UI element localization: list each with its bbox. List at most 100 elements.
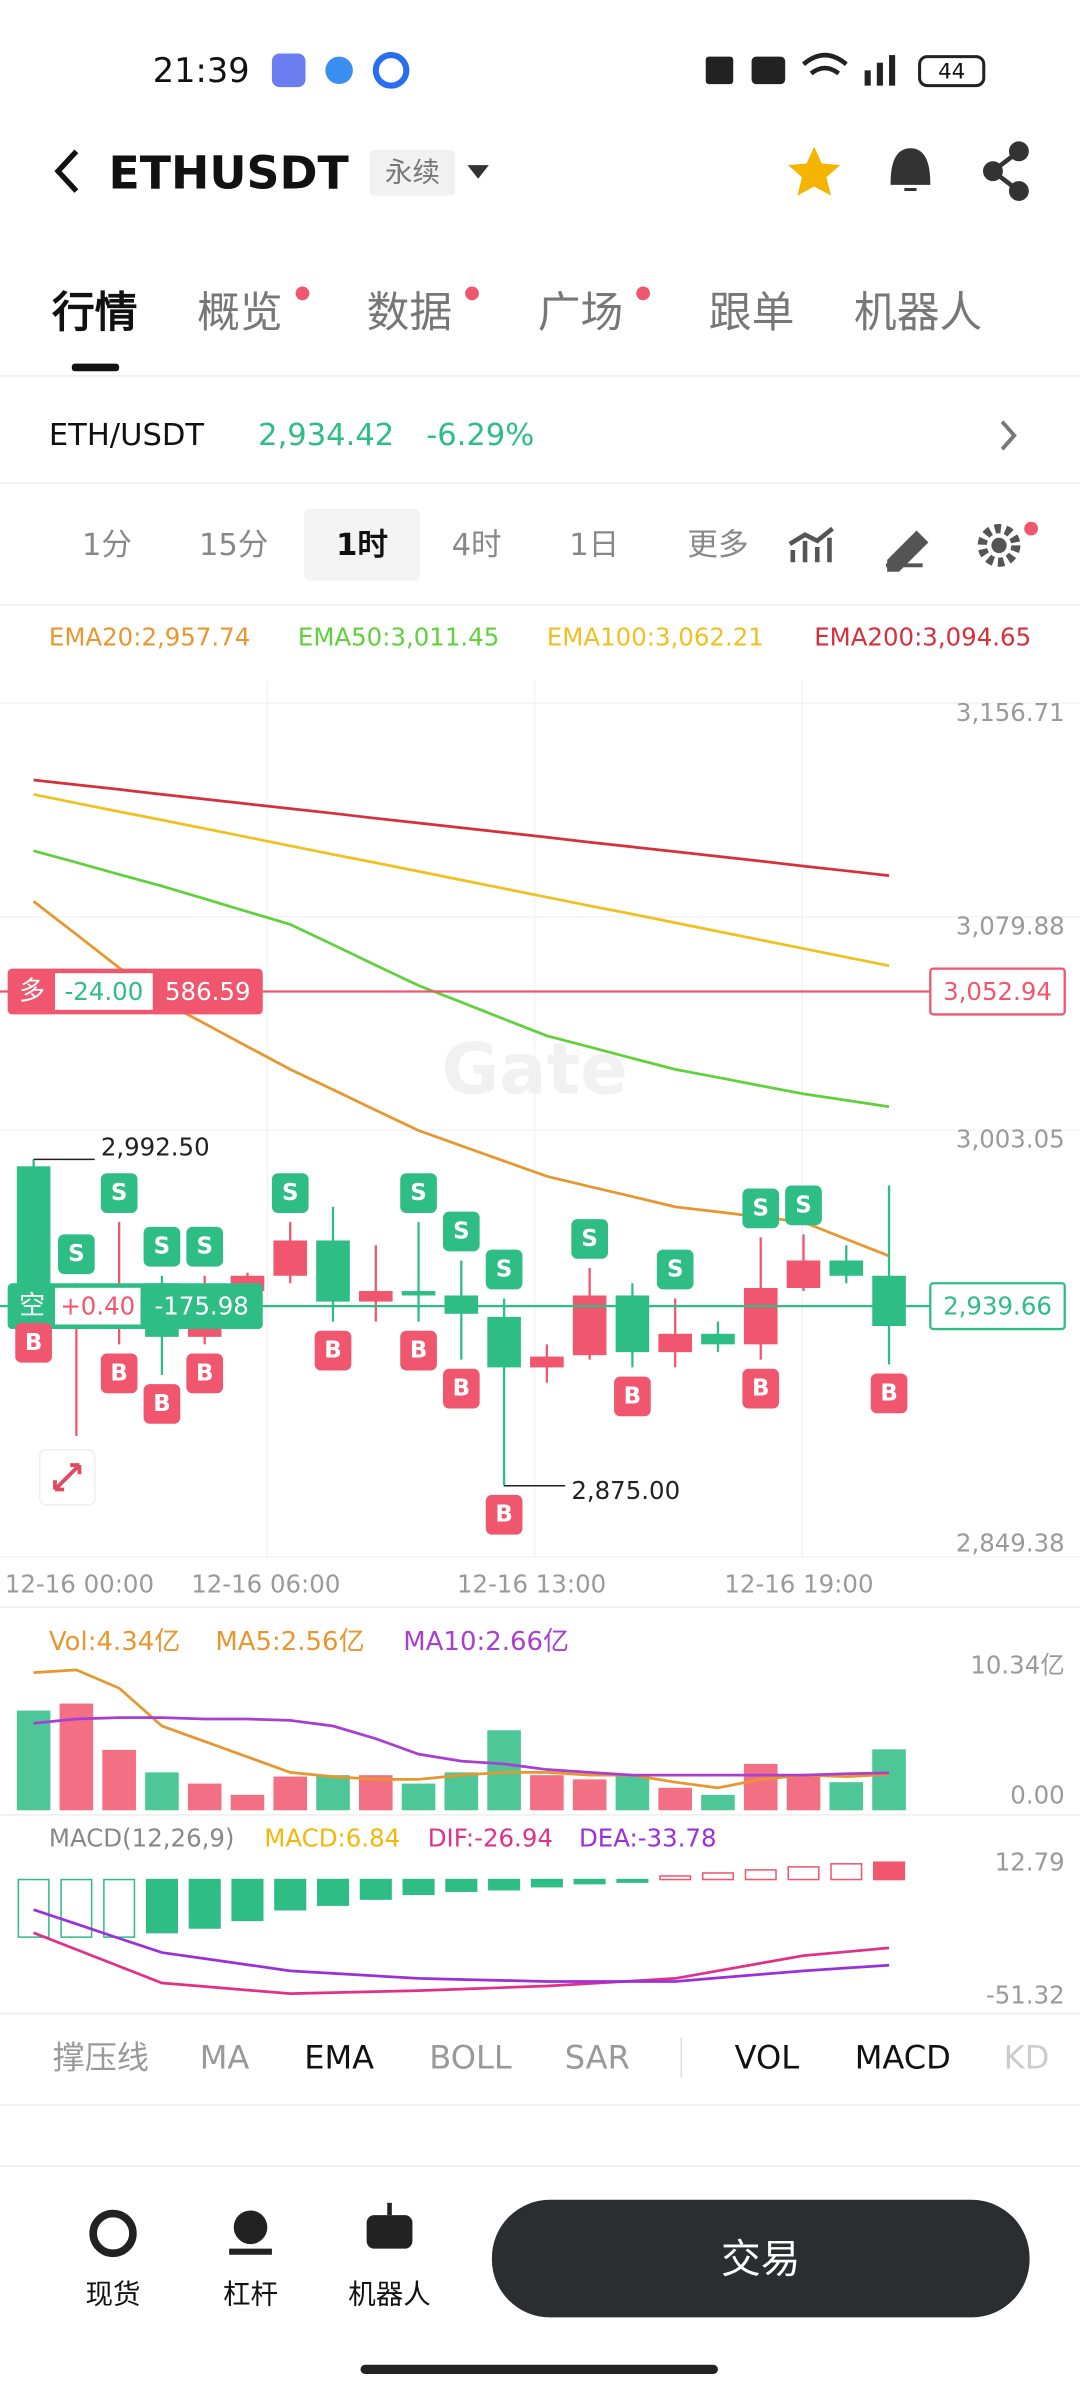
back-button[interactable] bbox=[54, 149, 79, 193]
margin-icon[interactable] bbox=[233, 2210, 268, 2245]
interval[interactable]: 15分 bbox=[199, 528, 268, 563]
alert-bell[interactable] bbox=[890, 148, 931, 192]
candle-body bbox=[658, 1333, 692, 1353]
indicator-tab[interactable]: KD bbox=[1004, 2039, 1050, 2077]
interval[interactable]: 1分 bbox=[82, 528, 132, 563]
y-tick-label: 12.79 bbox=[995, 1848, 1065, 1877]
status-icon bbox=[372, 52, 410, 89]
indicator-tab[interactable]: 撑压线 bbox=[53, 2039, 149, 2077]
tab[interactable]: 数据 bbox=[367, 288, 453, 338]
buy-marker[interactable] bbox=[314, 1330, 352, 1371]
candle-body bbox=[16, 1166, 51, 1299]
sell-marker[interactable] bbox=[271, 1173, 309, 1213]
long-pnl-bg bbox=[54, 973, 153, 1010]
buy-marker[interactable] bbox=[442, 1368, 480, 1409]
macd-bar bbox=[616, 1878, 649, 1883]
indicator-tab[interactable]: BOLL bbox=[429, 2039, 512, 2077]
dropdown[interactable] bbox=[467, 165, 489, 179]
volume-bar bbox=[401, 1783, 436, 1811]
ema-legend: EMA200:3,094.65 bbox=[814, 623, 1031, 652]
buy-marker[interactable] bbox=[400, 1330, 437, 1371]
trade-button[interactable] bbox=[491, 2199, 1030, 2318]
bot-icon[interactable] bbox=[366, 2215, 413, 2249]
sell-marker[interactable] bbox=[656, 1249, 694, 1290]
kline-chart: Gate 3,156.71 3,079.88 3,003.05 2,849.38 12-1… bbox=[0, 623, 1080, 1599]
buy-marker[interactable] bbox=[485, 1494, 523, 1535]
tab[interactable]: 广场 bbox=[538, 288, 624, 338]
sell-marker[interactable] bbox=[186, 1226, 224, 1267]
buy-marker[interactable] bbox=[870, 1373, 908, 1414]
x-tick-label: 12-16 13:00 bbox=[457, 1570, 606, 1599]
indicator-tab[interactable]: MA bbox=[200, 2039, 250, 2077]
y-tick-label: 3,003.05 bbox=[956, 1125, 1065, 1154]
indicator-tab[interactable]: SAR bbox=[565, 2039, 630, 2077]
macd-bar bbox=[787, 1866, 820, 1881]
macd-line bbox=[33, 1908, 890, 1983]
indicator-tab[interactable]: VOL bbox=[735, 2039, 800, 2077]
favorite-star[interactable] bbox=[788, 146, 841, 196]
tab[interactable]: 跟单 bbox=[709, 288, 795, 338]
interval[interactable]: 1时 bbox=[336, 528, 388, 563]
tab-underline bbox=[71, 363, 120, 372]
sell-marker[interactable] bbox=[742, 1188, 780, 1229]
candle-body bbox=[829, 1260, 864, 1276]
indicator-tab[interactable]: MACD bbox=[855, 2039, 951, 2077]
volume-bar bbox=[872, 1749, 906, 1811]
x-tick-label: 12-16 00:00 bbox=[5, 1570, 154, 1599]
tab[interactable]: 机器人 bbox=[854, 288, 982, 338]
volume-bar bbox=[615, 1775, 650, 1811]
ema-line bbox=[33, 778, 890, 878]
indicator-icon[interactable] bbox=[788, 526, 834, 563]
buy-marker[interactable] bbox=[15, 1322, 52, 1363]
nav-label[interactable]: 现货 bbox=[86, 2279, 141, 2311]
sell-marker[interactable] bbox=[143, 1226, 181, 1267]
volume-chart: 10.34亿 0.00 Vol:4.34亿 MA5:2.56亿 MA10:2.66亿 bbox=[16, 1627, 1065, 1811]
candle-body bbox=[487, 1316, 521, 1368]
candle-body bbox=[273, 1240, 308, 1276]
buy-marker[interactable] bbox=[614, 1376, 651, 1417]
sell-marker[interactable] bbox=[785, 1185, 822, 1226]
macd-bar bbox=[445, 1878, 478, 1892]
buy-marker[interactable] bbox=[100, 1353, 138, 1394]
tab[interactable]: 行情 bbox=[52, 288, 138, 338]
sell-marker-label: S bbox=[154, 1234, 171, 1260]
y-tick-label: 0.00 bbox=[1010, 1780, 1064, 1809]
nav-label[interactable]: 机器人 bbox=[348, 2279, 430, 2311]
sell-marker[interactable] bbox=[400, 1173, 437, 1213]
sell-marker[interactable] bbox=[485, 1249, 523, 1290]
sell-marker[interactable] bbox=[571, 1219, 608, 1259]
long-side: 多 bbox=[19, 977, 45, 1007]
macd-line-legend: DEA:-33.78 bbox=[579, 1823, 717, 1852]
spot-icon[interactable] bbox=[89, 2209, 137, 2258]
tab[interactable]: 概览 bbox=[197, 288, 283, 338]
chevron[interactable] bbox=[1000, 420, 1017, 451]
nav-label[interactable]: 杠杆 bbox=[223, 2279, 278, 2311]
share-button[interactable] bbox=[982, 141, 1029, 201]
buy-marker-label: B bbox=[880, 1380, 897, 1406]
interval[interactable]: 4时 bbox=[452, 528, 502, 563]
interval[interactable]: 1日 bbox=[569, 528, 619, 563]
macd-bar bbox=[17, 1878, 50, 1938]
volume-bar bbox=[444, 1772, 479, 1811]
draw-icon[interactable] bbox=[885, 530, 929, 572]
candle-body bbox=[358, 1291, 393, 1302]
long-pnl: -24.00 bbox=[64, 977, 143, 1006]
sell-marker[interactable] bbox=[442, 1211, 480, 1252]
settings-dot bbox=[1024, 521, 1038, 536]
volume-bar bbox=[16, 1710, 51, 1811]
settings-icon[interactable] bbox=[977, 524, 1021, 567]
short-pnl: +0.40 bbox=[60, 1292, 135, 1321]
volume-bar bbox=[316, 1775, 350, 1811]
buy-marker[interactable] bbox=[742, 1368, 780, 1409]
interval[interactable]: 更多 bbox=[687, 528, 748, 563]
interval-selected-bg bbox=[303, 508, 421, 581]
buy-marker[interactable] bbox=[186, 1353, 224, 1394]
indicator-tab[interactable]: EMA bbox=[304, 2039, 374, 2077]
sell-marker[interactable] bbox=[100, 1173, 138, 1213]
sell-marker[interactable] bbox=[58, 1234, 95, 1275]
sell-marker-label: S bbox=[282, 1180, 299, 1206]
home-indicator bbox=[360, 2364, 718, 2374]
volume-legend: Vol:4.34亿 bbox=[49, 1627, 180, 1657]
macd-bar bbox=[274, 1878, 307, 1911]
buy-marker[interactable] bbox=[143, 1384, 181, 1424]
